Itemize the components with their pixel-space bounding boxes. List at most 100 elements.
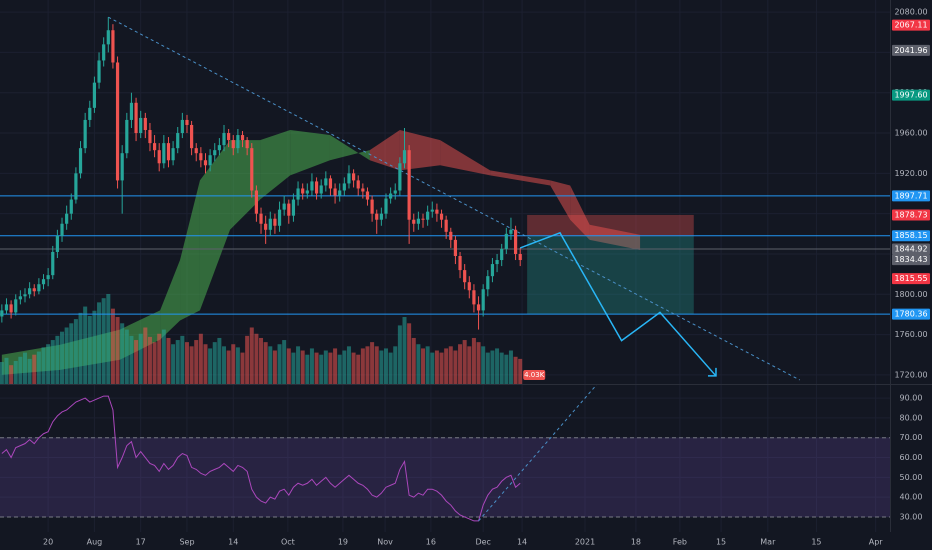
volume-bar (152, 342, 157, 384)
volume-bar (370, 342, 375, 384)
x-tick-label: 18 (631, 538, 641, 547)
price-label: 1897.71 (894, 191, 927, 200)
rsi-tick-label: 50.00 (900, 473, 923, 482)
candle-body (324, 178, 328, 186)
cloud-segment (329, 135, 370, 161)
candle-body (389, 193, 393, 199)
candle-body (217, 145, 221, 151)
volume-bar (55, 335, 60, 384)
volume-bar (393, 346, 398, 384)
volume-bar (397, 325, 402, 384)
volume-bar (46, 344, 51, 384)
candle-body (486, 276, 490, 290)
x-tick-label: Feb (673, 538, 687, 547)
candle-body (236, 135, 240, 149)
volume-bar (83, 306, 88, 384)
cloud-segment (180, 180, 200, 321)
candle-body (356, 180, 360, 189)
candle-body (282, 203, 286, 210)
candle-body (310, 181, 314, 191)
price-label-box (892, 243, 930, 255)
volume-bar (402, 317, 407, 384)
candle-body (240, 135, 245, 141)
volume-bar (78, 312, 83, 384)
volume-bar (0, 362, 4, 384)
candle-body (37, 284, 41, 292)
candle-body (416, 218, 420, 224)
volume-bar (32, 354, 37, 384)
candle-body (152, 143, 157, 151)
volume-bar (383, 348, 388, 384)
volume-bar (106, 294, 111, 384)
volume-bar (291, 352, 296, 384)
price-label-box (892, 254, 930, 266)
candle-body (166, 143, 171, 161)
volume-bar (513, 356, 518, 384)
price-label: 1858.15 (894, 231, 927, 240)
candle-body (301, 188, 305, 194)
price-label-box (892, 273, 930, 285)
volume-bar (222, 346, 227, 384)
volume-bar (157, 333, 162, 384)
volume-bar (9, 365, 14, 384)
volume-bar (110, 308, 115, 384)
volume-bar (342, 350, 347, 384)
projection-path (519, 231, 717, 377)
volume-bar (184, 342, 189, 384)
candle-body (273, 218, 277, 226)
volume-bar (226, 350, 231, 384)
volume-bar (208, 348, 213, 384)
price-label: 1844.92 (894, 245, 927, 254)
stop-zone (527, 214, 694, 236)
volume-bar (430, 352, 435, 384)
cloud-segment (570, 185, 590, 240)
volume-bar (508, 350, 513, 384)
candle-body (208, 155, 212, 166)
cloud-segment (440, 140, 491, 176)
candle-body (51, 251, 55, 276)
candle-body (222, 133, 226, 146)
candle-body (171, 148, 175, 161)
volume-bar (365, 346, 370, 384)
candle-body (268, 218, 272, 230)
volume-bar (97, 302, 102, 384)
volume-bar (319, 354, 324, 384)
volume-bar (286, 348, 291, 384)
volume-badge (523, 370, 546, 380)
candle-body (227, 133, 231, 141)
volume-label: 4.03K (524, 371, 545, 379)
volume-bar (471, 337, 476, 384)
price-label-box (892, 190, 930, 202)
volume-bar (379, 350, 384, 384)
candle-body (370, 199, 374, 214)
volume-bar (444, 348, 449, 384)
candle-body (88, 107, 92, 120)
rsi-tick-label: 80.00 (900, 413, 923, 422)
candle-body (439, 213, 444, 220)
volume-bar (60, 331, 65, 384)
x-tick-label: Oct (281, 538, 295, 547)
x-tick-label: Dec (475, 538, 490, 547)
candle-body (254, 190, 259, 214)
candle-body (365, 191, 370, 200)
rsi-tick-label: 30.00 (900, 512, 923, 521)
price-label: 1780.36 (894, 310, 927, 319)
candle-body (449, 231, 453, 240)
volume-bar (277, 344, 282, 384)
rsi-band (0, 437, 890, 517)
volume-bar (268, 346, 273, 384)
candle-body (176, 133, 180, 149)
candle-body (379, 213, 383, 220)
cloud-segment (369, 130, 400, 171)
candle-body (264, 223, 268, 230)
volume-bar (115, 317, 120, 384)
candle-body (333, 188, 337, 196)
volume-bar (203, 344, 208, 384)
candle-body (338, 190, 342, 196)
candle-body (102, 44, 106, 61)
rsi-tick-label: 60.00 (900, 453, 923, 462)
candle-body (384, 198, 388, 214)
volume-bar (92, 310, 97, 384)
volume-bar (36, 351, 41, 384)
x-tick-label: 14 (228, 538, 238, 547)
